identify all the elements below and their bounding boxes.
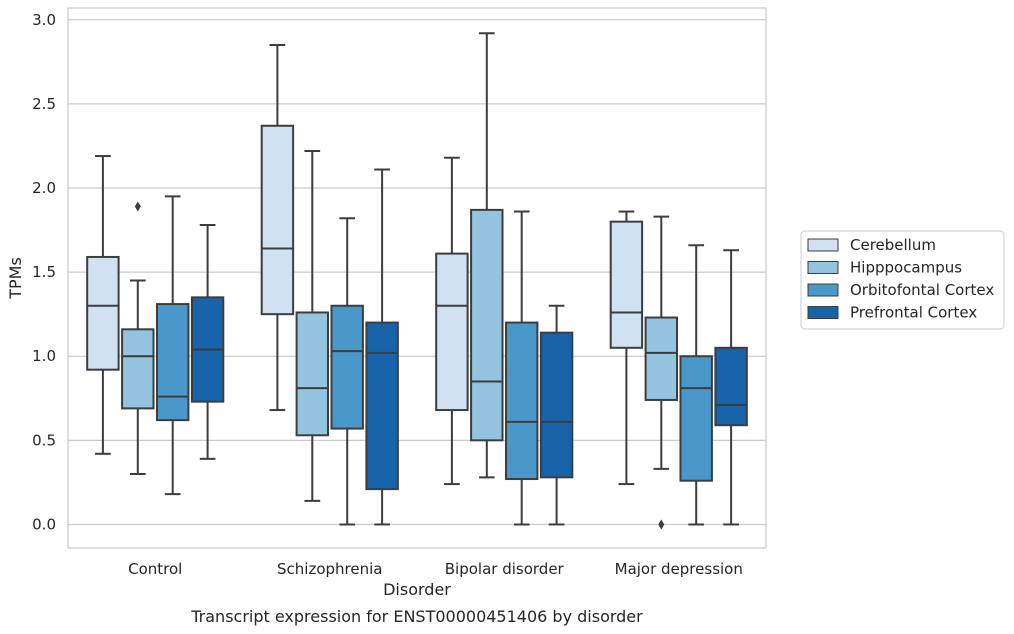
x-tick-label: Control — [128, 560, 182, 578]
box-prefrontal-cortex — [190, 224, 225, 460]
box-iqr — [470, 208, 504, 442]
y-tick-label: 1.5 — [32, 263, 56, 281]
x-axis-label: Disorder — [383, 580, 451, 599]
y-tick-label: 1.0 — [32, 347, 56, 365]
box-orbitofontal-cortex — [155, 195, 190, 496]
box-orbitofontal-cortex — [679, 244, 713, 526]
x-tick-label: Schizophrenia — [277, 560, 382, 578]
outlier-point — [134, 201, 141, 212]
box-iqr — [504, 321, 539, 481]
box-iqr — [714, 346, 748, 427]
box-prefrontal-cortex — [714, 249, 748, 526]
box-iqr — [86, 255, 120, 371]
y-axis-label: TPMs — [6, 257, 25, 300]
chart-caption: Transcript expression for ENST0000045140… — [190, 607, 643, 626]
box-iqr — [121, 328, 155, 410]
box-orbitofontal-cortex — [330, 217, 364, 526]
y-tick-label: 2.0 — [32, 179, 56, 197]
y-tick-label: 2.5 — [32, 95, 56, 113]
legend-swatch — [807, 261, 839, 274]
box-hipppocampus — [121, 201, 155, 475]
y-tick-label: 0.5 — [32, 431, 56, 449]
legend-swatch — [807, 238, 839, 252]
box-prefrontal-cortex — [365, 168, 399, 526]
legend-label: Orbitofontal Cortex — [850, 281, 994, 299]
box-hipppocampus — [470, 32, 504, 479]
box-iqr — [609, 220, 644, 349]
box-iqr — [330, 304, 364, 430]
legend: Cerebellum Hipppocampus Orbitofontal Corte… — [800, 230, 1005, 330]
box-cerebellum — [260, 44, 295, 412]
legend-frame — [800, 230, 1005, 330]
box-iqr — [260, 124, 295, 316]
box-iqr — [435, 252, 469, 412]
plot-frame — [67, 7, 767, 549]
y-tick-label: 3.0 — [32, 11, 56, 29]
box-iqr — [644, 316, 679, 401]
box-hipppocampus — [295, 149, 330, 502]
x-axis: Control Schizophrenia Bipolar disorder Majo… — [128, 560, 743, 578]
x-tick-label: Major depression — [615, 560, 743, 578]
x-tick-label: Bipolar disorder — [445, 560, 565, 578]
y-axis: 0.0 0.5 1.0 1.5 2.0 2.5 3.0 — [32, 11, 56, 534]
box-iqr — [679, 355, 713, 482]
box-iqr — [539, 331, 574, 479]
legend-swatch — [807, 306, 839, 319]
box-prefrontal-cortex — [539, 304, 574, 526]
box-orbitofontal-cortex — [504, 210, 539, 526]
legend-label: Prefrontal Cortex — [850, 304, 977, 322]
box-cerebellum — [609, 210, 644, 486]
box-cerebellum — [86, 155, 120, 455]
legend-swatch — [807, 283, 839, 297]
box-iqr — [365, 321, 399, 491]
legend-label: Cerebellum — [850, 236, 936, 254]
box-plots — [86, 32, 748, 530]
box-iqr — [155, 303, 190, 422]
y-tick-label: 0.0 — [32, 515, 56, 533]
box-iqr — [295, 311, 330, 437]
box-cerebellum — [435, 156, 469, 486]
outlier-point — [658, 519, 665, 530]
legend-label: Hipppocampus — [850, 259, 962, 277]
box-hipppocampus — [644, 215, 679, 530]
